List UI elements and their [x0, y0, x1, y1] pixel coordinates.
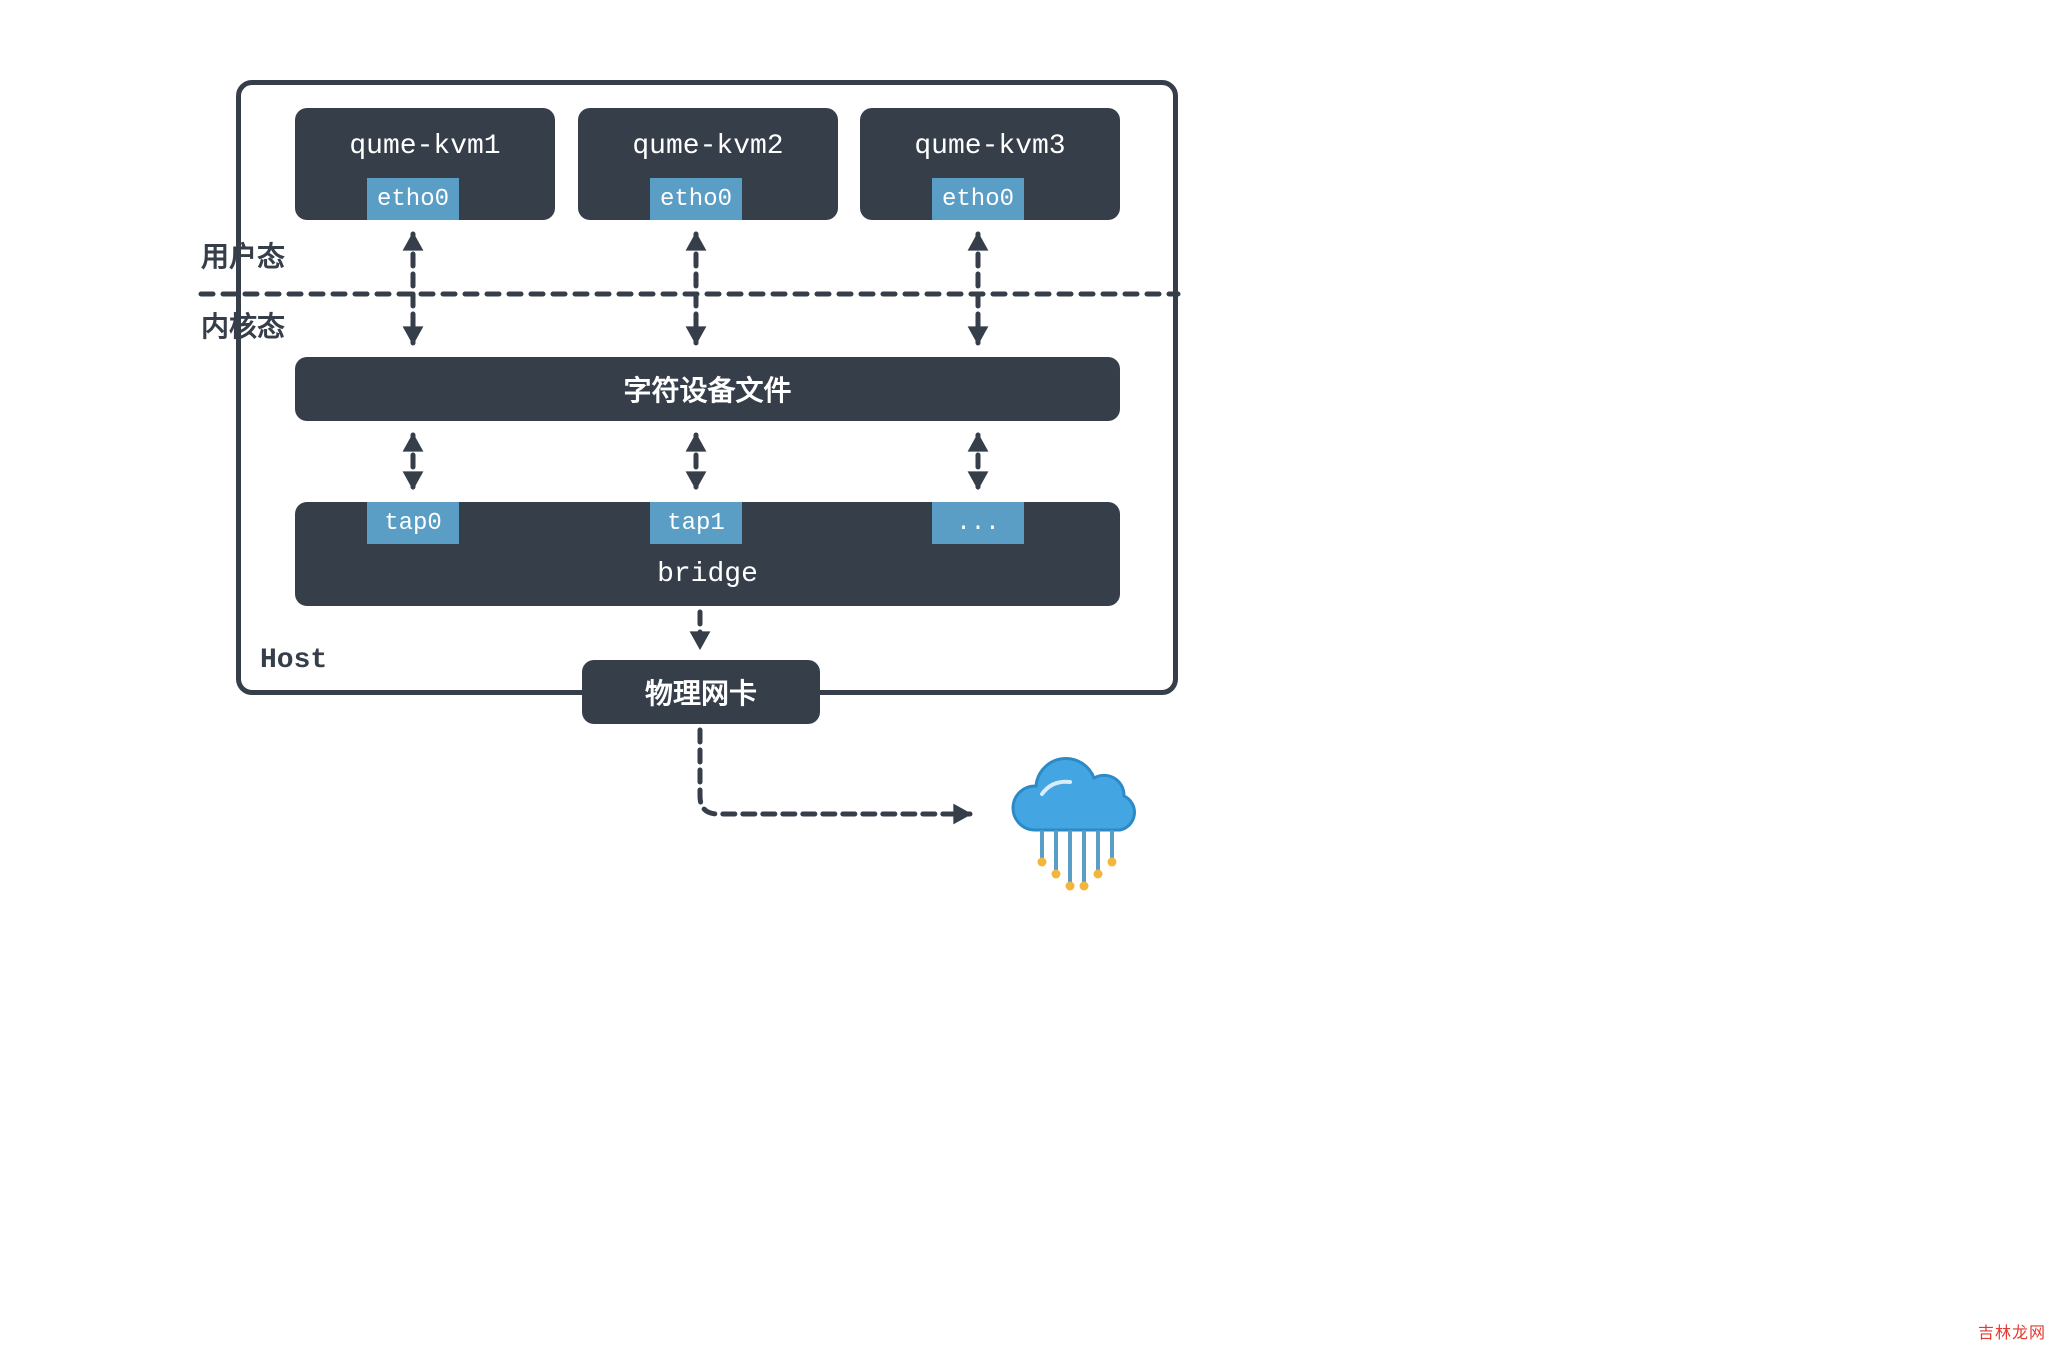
- tap-box-more: ...: [932, 502, 1024, 544]
- bridge-label: bridge: [295, 554, 1120, 594]
- vm-label-1: qume-kvm1: [295, 126, 555, 166]
- eth-box-2: etho0: [650, 178, 742, 220]
- tap-box-1: tap1: [650, 502, 742, 544]
- eth-box-3: etho0: [932, 178, 1024, 220]
- nic-box: 物理网卡: [582, 660, 820, 724]
- char-device-box: 字符设备文件: [295, 357, 1120, 421]
- vm-label-2: qume-kvm2: [578, 126, 838, 166]
- user-mode-label: 用户态: [201, 235, 285, 275]
- eth-box-1: etho0: [367, 178, 459, 220]
- vm-label-3: qume-kvm3: [860, 126, 1120, 166]
- host-label: Host: [260, 645, 327, 676]
- kernel-mode-label: 内核态: [201, 305, 285, 345]
- watermark: 吉林龙网: [1978, 1319, 2046, 1343]
- tap-box-0: tap0: [367, 502, 459, 544]
